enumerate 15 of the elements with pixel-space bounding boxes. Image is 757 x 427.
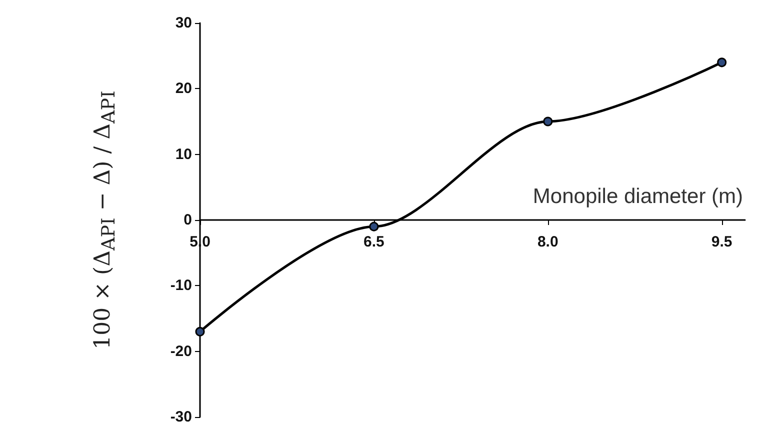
point bbox=[369, 222, 379, 232]
y-tick-label: 10 bbox=[175, 146, 192, 163]
x-tick-label: 6.5 bbox=[364, 234, 384, 250]
x-tick-label: 9.5 bbox=[711, 234, 732, 250]
point bbox=[543, 116, 553, 126]
y-tick-label: 30 bbox=[175, 14, 192, 32]
y-tick-label: -30 bbox=[170, 408, 192, 426]
y-tick-label: 0 bbox=[184, 212, 192, 228]
point bbox=[717, 58, 727, 68]
y-tick-label: -20 bbox=[170, 342, 192, 360]
y-tick-label: 20 bbox=[175, 80, 192, 98]
point bbox=[195, 326, 205, 336]
x-axis-title: Monopile diameter (m) bbox=[532, 185, 744, 208]
y-tick-label: -10 bbox=[170, 277, 192, 294]
x-tick-label: 8.0 bbox=[537, 234, 558, 250]
